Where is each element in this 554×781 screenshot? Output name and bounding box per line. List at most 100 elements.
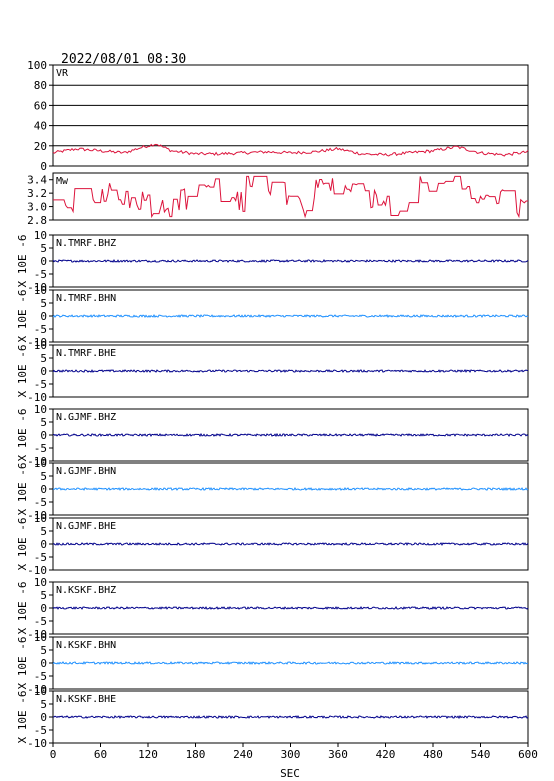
y-tick-label: -5 bbox=[34, 496, 47, 509]
x-tick-label: 300 bbox=[281, 748, 301, 761]
panel-label: Mw bbox=[56, 176, 69, 187]
y-tick-label: 5 bbox=[40, 470, 47, 483]
y-tick-label: 0 bbox=[40, 160, 47, 173]
waveform-line bbox=[52, 660, 529, 665]
panel-label: N.GJMF.BHZ bbox=[56, 412, 116, 423]
x-tick-label: 600 bbox=[518, 748, 538, 761]
x-tick-label: 540 bbox=[471, 748, 491, 761]
y-tick-label: 2.8 bbox=[27, 214, 47, 227]
y-tick-label: -10 bbox=[27, 336, 47, 349]
x-tick-label: 120 bbox=[138, 748, 158, 761]
panel-mw: 2.83.03.23.4 Mw bbox=[27, 172, 529, 227]
y-tick-label: 10 bbox=[34, 576, 47, 589]
y-tick-label: 5 bbox=[40, 297, 47, 310]
x-axis-label: SEC bbox=[280, 767, 300, 780]
y-tick-label: 60 bbox=[34, 99, 47, 112]
y-tick-label: -5 bbox=[34, 268, 47, 281]
y-tick-label: 10 bbox=[34, 339, 47, 352]
y-tick-label: 5 bbox=[40, 644, 47, 657]
y-tick-label: 20 bbox=[34, 140, 47, 153]
x-tick-label: 60 bbox=[94, 748, 107, 761]
y-tick-label: 0 bbox=[40, 429, 47, 442]
y-axis-label: X 10E -6 bbox=[16, 691, 29, 744]
timestamp-title: 2022/08/01 08:30 bbox=[61, 52, 186, 67]
y-tick-label: 10 bbox=[34, 685, 47, 698]
y-tick-label: 5 bbox=[40, 242, 47, 255]
y-tick-label: -10 bbox=[27, 509, 47, 522]
y-axis-label: X 10E -6 bbox=[16, 345, 29, 398]
waveform-line bbox=[52, 714, 529, 720]
y-tick-label: -5 bbox=[34, 724, 47, 737]
panel-label: VR bbox=[56, 68, 69, 79]
series-line bbox=[52, 143, 529, 157]
y-tick-label: 5 bbox=[40, 589, 47, 602]
panel-frame bbox=[52, 64, 529, 167]
waveform-line bbox=[53, 432, 529, 438]
x-tick-label: 240 bbox=[233, 748, 253, 761]
y-tick-label: -10 bbox=[27, 628, 47, 641]
y-tick-label: 0 bbox=[40, 657, 47, 670]
x-tick-label: 420 bbox=[376, 748, 396, 761]
x-tick-label: 480 bbox=[423, 748, 443, 761]
y-axis-label: X 10E -6 bbox=[16, 518, 29, 571]
x-axis: 0 60 120 180 240 300 360 420 480 540 600 bbox=[50, 743, 538, 761]
waveform-line bbox=[52, 542, 529, 546]
y-tick-label: 10 bbox=[34, 284, 47, 297]
panel-label: N.TMRF.BHN bbox=[56, 293, 116, 304]
y-axis-label: X 10E -6 bbox=[16, 582, 29, 635]
y-tick-label: 0 bbox=[40, 255, 47, 268]
y-tick-label: 0 bbox=[40, 602, 47, 615]
y-tick-label: 0 bbox=[40, 483, 47, 496]
panel-vr: 0 20 40 60 80 100 VR bbox=[27, 59, 529, 173]
y-tick-label: 10 bbox=[34, 229, 47, 242]
y-tick-label: 10 bbox=[34, 512, 47, 525]
y-tick-label: -5 bbox=[34, 323, 47, 336]
panel-label: N.KSKF.BHZ bbox=[56, 585, 116, 596]
y-tick-label: -5 bbox=[34, 551, 47, 564]
y-axis-label: X 10E -6 bbox=[16, 463, 29, 516]
y-tick-label: 40 bbox=[34, 120, 47, 133]
waveform-line bbox=[52, 605, 529, 610]
y-tick-label: 80 bbox=[34, 79, 47, 92]
panel-label: N.GJMF.BHE bbox=[56, 521, 116, 532]
waveform-line bbox=[52, 369, 528, 374]
panel-label: N.TMRF.BHE bbox=[56, 348, 116, 359]
y-tick-label: 5 bbox=[40, 525, 47, 538]
y-tick-label: 3.0 bbox=[27, 201, 47, 214]
y-tick-label: 100 bbox=[27, 59, 47, 72]
y-axis-label: X 10E -6 bbox=[16, 409, 29, 462]
y-tick-label: 5 bbox=[40, 352, 47, 365]
y-tick-label: -5 bbox=[34, 615, 47, 628]
y-tick-label: 10 bbox=[34, 631, 47, 644]
y-tick-label: 0 bbox=[40, 711, 47, 724]
x-tick-label: 360 bbox=[328, 748, 348, 761]
y-axis-label: X 10E -6 bbox=[16, 637, 29, 690]
y-tick-label: -5 bbox=[34, 378, 47, 391]
waveform-line bbox=[52, 259, 529, 264]
y-tick-label: -10 bbox=[27, 683, 47, 696]
panel-frame bbox=[52, 172, 529, 221]
y-tick-label: 3.4 bbox=[27, 174, 47, 187]
y-tick-label: -10 bbox=[27, 281, 47, 294]
y-tick-label: 3.2 bbox=[27, 187, 47, 200]
y-tick-label: 5 bbox=[40, 698, 47, 711]
y-tick-label: 10 bbox=[34, 403, 47, 416]
panel-label: N.KSKF.BHN bbox=[56, 640, 116, 651]
y-tick-label: 0 bbox=[40, 538, 47, 551]
y-tick-label: -10 bbox=[27, 564, 47, 577]
panel-label: N.GJMF.BHN bbox=[56, 466, 116, 477]
y-tick-label: 10 bbox=[34, 457, 47, 470]
y-tick-label: -10 bbox=[27, 391, 47, 404]
panel-label: N.TMRF.BHZ bbox=[56, 238, 116, 249]
y-axis-label: X 10E -6 bbox=[16, 290, 29, 343]
y-tick-label: -10 bbox=[27, 455, 47, 468]
